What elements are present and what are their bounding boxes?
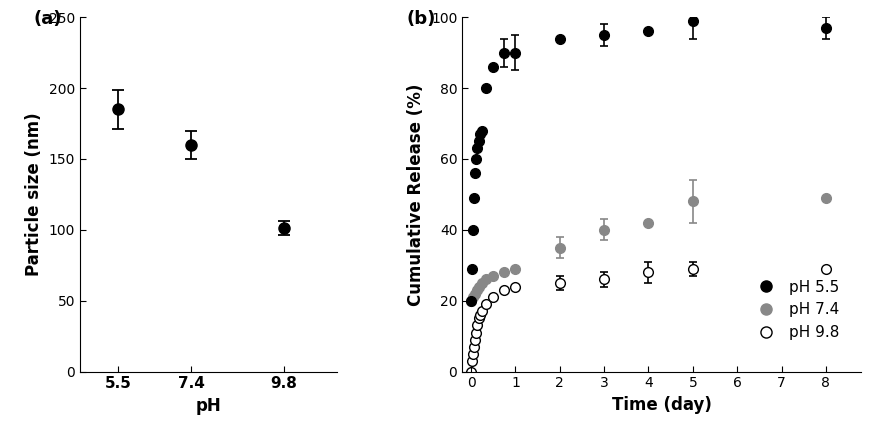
Y-axis label: Cumulative Release (%): Cumulative Release (%) [408, 83, 425, 305]
X-axis label: pH: pH [196, 397, 221, 415]
X-axis label: Time (day): Time (day) [612, 396, 711, 414]
Legend: pH 5.5, pH 7.4, pH 9.8: pH 5.5, pH 7.4, pH 9.8 [745, 273, 845, 346]
Text: (b): (b) [407, 10, 436, 28]
Text: (a): (a) [34, 10, 62, 28]
Y-axis label: Particle size (nm): Particle size (nm) [25, 113, 44, 276]
